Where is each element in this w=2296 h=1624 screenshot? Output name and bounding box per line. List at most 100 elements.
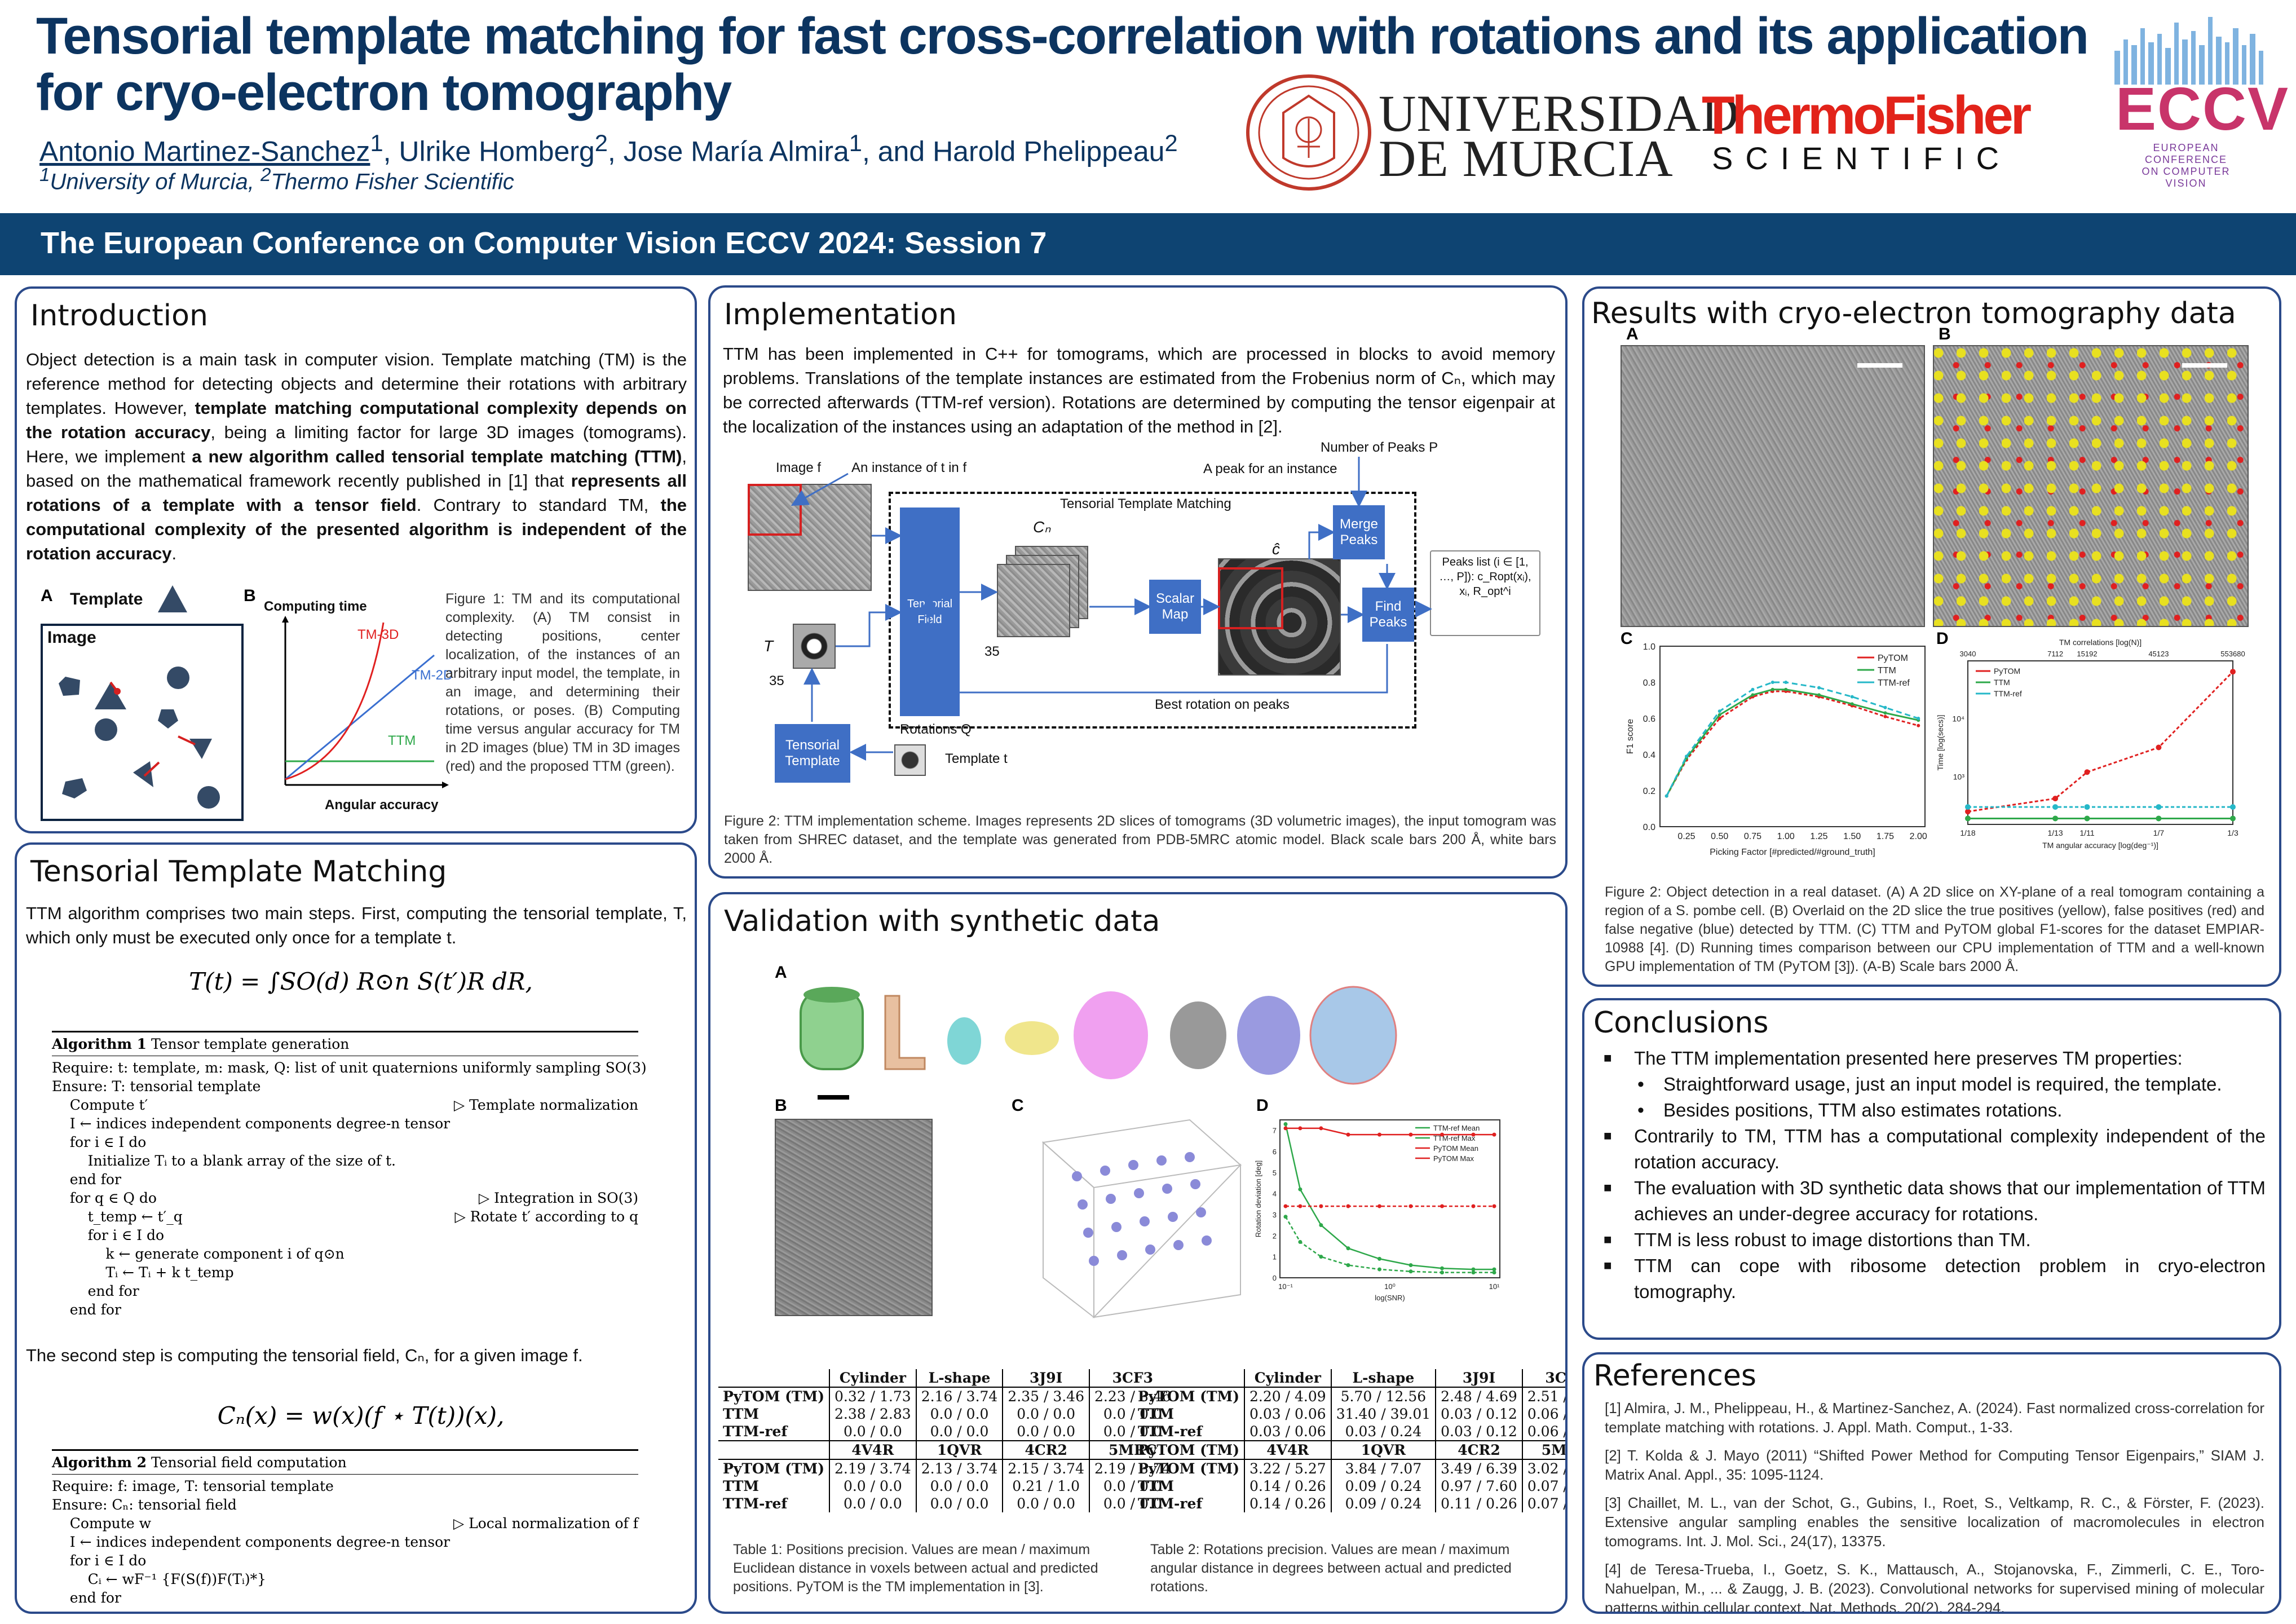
data-point	[1283, 1204, 1288, 1208]
data-point	[1408, 1132, 1413, 1137]
res-scale-bar-b	[2182, 363, 2227, 368]
x-tick-label: 1/7	[2153, 828, 2165, 837]
table-cell: 2.51 / 5.14	[1521, 1387, 1565, 1405]
data-point	[2156, 804, 2162, 810]
table-cell: 0.97 / 7.60	[1435, 1477, 1522, 1495]
data-point	[1717, 717, 1721, 720]
data-point	[1770, 681, 1774, 684]
diag-template-img	[894, 744, 926, 776]
x-tick-label: 0.25	[1677, 832, 1695, 841]
data-point	[1664, 794, 1668, 798]
data-point	[1471, 1267, 1476, 1272]
table-cell: 0.03 / 0.24	[1330, 1423, 1436, 1441]
algorithm-line: Compute t′ ▷ Template normalization	[52, 1097, 638, 1113]
legend-label: TTM	[1994, 678, 2010, 687]
table-header-cell: PyTOM (TM)	[1133, 1440, 1245, 1459]
table-cell: 0.03 / 0.12	[1435, 1405, 1522, 1423]
diag-T-label: T	[763, 637, 774, 655]
table-cell: 31.40 / 39.01	[1330, 1405, 1436, 1423]
table-cell: 0.03 / 0.12	[1435, 1423, 1522, 1441]
diag-tensorial-template-block: Tensorial Template	[775, 724, 850, 783]
table-cell: 0.0 / 0.0	[915, 1405, 1003, 1423]
algorithm-line: for i ∈ I do	[52, 1227, 165, 1243]
data-point	[1492, 1132, 1496, 1137]
university-name-line1: UNIVERSIDAD	[1379, 85, 1739, 142]
data-point	[1965, 809, 1971, 815]
legend-label: TTM-ref Mean	[1433, 1124, 1480, 1132]
val-label-b: B	[775, 1096, 787, 1115]
data-point	[2052, 804, 2059, 810]
data-point	[1770, 687, 1774, 691]
results-caption: Figure 2: Object detection in a real dat…	[1605, 884, 2264, 974]
conclusions-section: Conclusions The TTM implementation prese…	[1582, 998, 2281, 1340]
chart-frame	[1967, 660, 2233, 825]
table-cell: 0.0 / 0.0	[1089, 1477, 1176, 1495]
chart-frame	[1659, 646, 1926, 827]
table-cell: 0.0 / 0.0	[1002, 1495, 1089, 1512]
section-heading: References	[1593, 1359, 1756, 1393]
res-label-b: B	[1939, 325, 1951, 343]
table-cell: 2.16 / 3.74	[915, 1387, 1003, 1405]
section-heading: Tensorial Template Matching	[30, 855, 447, 889]
diag-35-a: 35	[984, 644, 1000, 659]
data-point	[1492, 1270, 1496, 1275]
x-tick-label: 0.75	[1744, 832, 1761, 841]
data-point	[1440, 1266, 1444, 1270]
university-seal-logo	[1246, 74, 1371, 191]
reference-item: [1] Almira, J. M., Phelippeau, H., & Mar…	[1605, 1400, 2264, 1436]
diag-rotations-label: Rotations Q	[900, 722, 972, 737]
res-tomogram-slice	[1621, 345, 1925, 627]
top-tick-label: 553680	[2220, 650, 2245, 658]
chart-frame	[1279, 1119, 1500, 1278]
ttm-paragraph-1: TTM algorithm comprises two main steps. …	[26, 903, 687, 947]
table-row: TTM-ref 0.0 / 0.0 0.0 / 0.0 0.0 / 0.0 0.0 / …	[718, 1423, 1176, 1441]
res-scale-bar-a	[1857, 363, 1902, 368]
session-title: The European Conference on Computer Visi…	[41, 226, 1047, 260]
legend-label: TTM-ref	[1994, 689, 2022, 698]
table-row: TTM 2.38 / 2.83 0.0 / 0.0 0.0 / 0.0 0.0 / 0.…	[718, 1405, 1176, 1423]
fig1-template-label: Template	[70, 590, 143, 608]
series-line	[1666, 681, 1919, 797]
algorithm-line: t_temp ← t′_q ▷ Rotate t′ according to q	[52, 1208, 638, 1225]
diag-template-label: Template t	[945, 751, 1008, 766]
table-header-row: 4V4R 1QVR 4CR2 5MRC	[718, 1440, 1176, 1459]
diag-merge-peaks-block: Merge Peaks	[1333, 505, 1385, 559]
x-tick-label: 1.75	[1876, 832, 1894, 841]
table-cell: TTM-ref	[1138, 1423, 1203, 1440]
algorithm-2: Algorithm 2 Tensorial field computation …	[52, 1447, 638, 1607]
table-row: TTM-ref 0.14 / 0.26 0.09 / 0.24 0.11 / 0.26…	[1133, 1495, 1565, 1512]
data-point	[1377, 1204, 1381, 1208]
table-cell: 0.0 / 0.0	[915, 1477, 1003, 1495]
table-header-cell: 3J9I	[1002, 1369, 1089, 1387]
data-point	[2230, 804, 2236, 810]
data-point	[2052, 815, 2059, 822]
table-header-cell: 3J9I	[1435, 1369, 1522, 1387]
x-tick-label: 1/13	[2047, 828, 2063, 837]
algorithm-line: for i ∈ I do	[52, 1134, 147, 1150]
table-cell: TTM	[1138, 1478, 1174, 1494]
data-point	[2230, 669, 2236, 675]
data-point	[1377, 1267, 1381, 1272]
table-header-cell: 5MRC	[1521, 1440, 1565, 1459]
diag-best-rotation-label: Best rotation on peaks	[1155, 697, 1290, 712]
data-point	[1965, 804, 1971, 810]
data-point	[1298, 1126, 1302, 1131]
data-point	[1440, 1204, 1444, 1208]
table-row: PyTOM (TM) 3.22 / 5.27 3.84 / 7.07 3.49 / 6…	[1133, 1459, 1565, 1477]
legend-label: PyTOM Max	[1433, 1154, 1474, 1163]
top-tick-label: 7112	[2047, 650, 2063, 658]
positions-table: Cylinder L-shape 3J9I 3CF3 PyTOM (TM) 0.32 / …	[718, 1369, 1176, 1512]
table-header-cell: 3CF3	[1521, 1369, 1565, 1387]
y-tick-label: 0.8	[1643, 678, 1655, 688]
data-point	[1319, 1255, 1323, 1259]
table-header-cell: L-shape	[1330, 1369, 1436, 1387]
diag-scalar-map-block: Scalar Map	[1149, 580, 1201, 634]
legend-label: PyTOM	[1994, 667, 2020, 676]
val-label-a: A	[775, 963, 787, 982]
table-cell: 0.0 / 0.0	[829, 1477, 916, 1495]
fig2-impl-caption: Figure 2: TTM implementation scheme. Ima…	[724, 813, 1556, 866]
table-cell: TTM-ref	[723, 1495, 788, 1512]
